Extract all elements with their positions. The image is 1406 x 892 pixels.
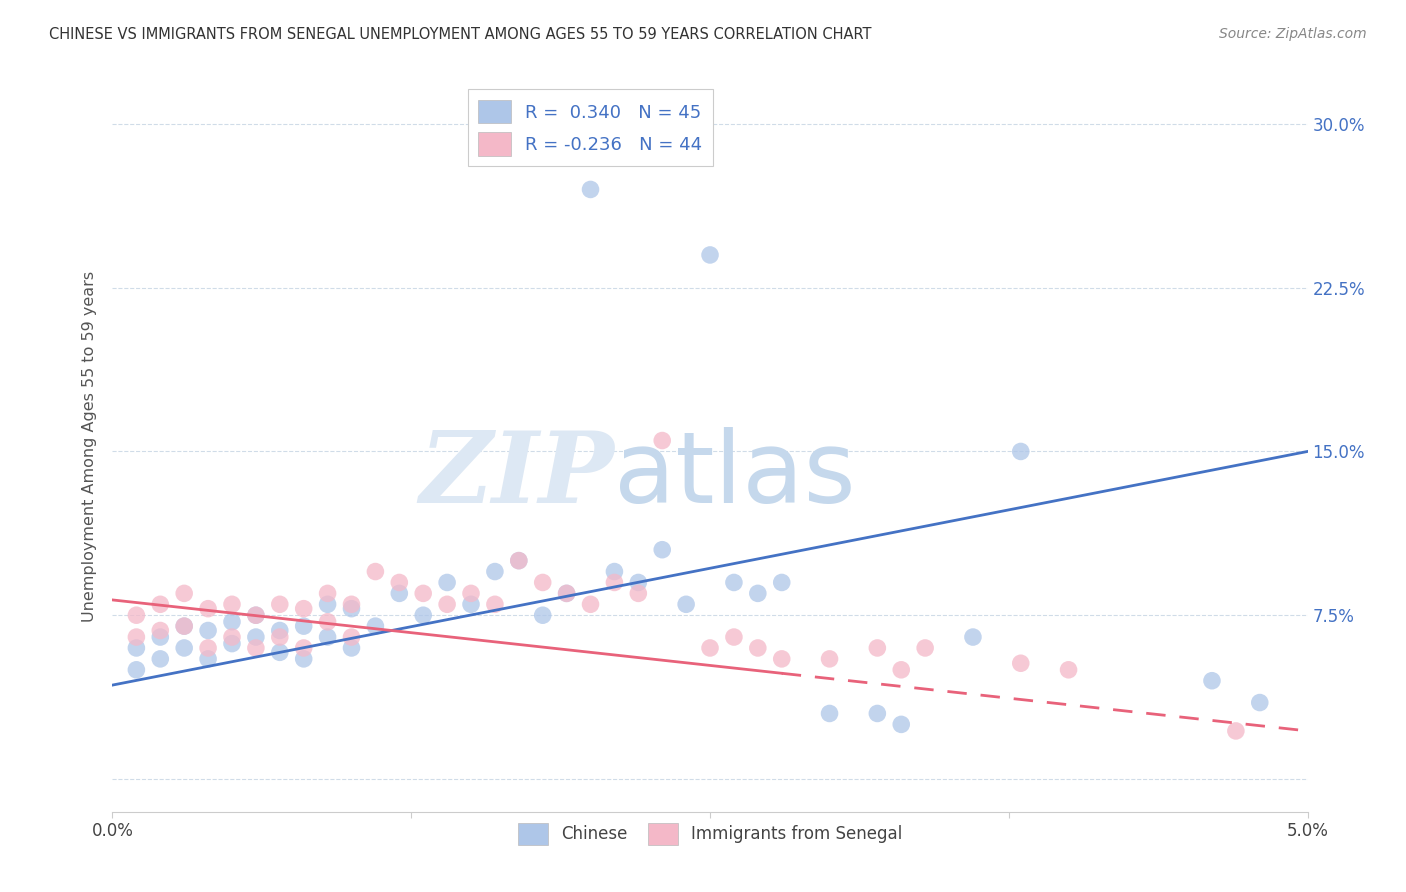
Point bbox=[866, 640, 889, 655]
Point bbox=[866, 706, 889, 721]
Point bbox=[316, 597, 339, 611]
Point bbox=[364, 565, 387, 579]
Point bbox=[579, 597, 602, 611]
Point bbox=[723, 575, 745, 590]
Point bbox=[699, 248, 721, 262]
Point bbox=[890, 717, 912, 731]
Point bbox=[484, 565, 506, 579]
Point bbox=[962, 630, 984, 644]
Point bbox=[436, 597, 458, 611]
Point bbox=[221, 615, 243, 629]
Point bbox=[412, 608, 434, 623]
Point bbox=[221, 637, 243, 651]
Point bbox=[460, 586, 482, 600]
Point bbox=[125, 608, 148, 623]
Point bbox=[125, 663, 148, 677]
Text: atlas: atlas bbox=[614, 426, 856, 524]
Point bbox=[770, 652, 793, 666]
Point bbox=[292, 640, 315, 655]
Point bbox=[173, 619, 195, 633]
Text: CHINESE VS IMMIGRANTS FROM SENEGAL UNEMPLOYMENT AMONG AGES 55 TO 59 YEARS CORREL: CHINESE VS IMMIGRANTS FROM SENEGAL UNEMP… bbox=[49, 27, 872, 42]
Point bbox=[890, 663, 912, 677]
Point bbox=[269, 624, 291, 638]
Point bbox=[149, 630, 172, 644]
Text: ZIP: ZIP bbox=[419, 427, 614, 524]
Point bbox=[651, 434, 673, 448]
Point bbox=[245, 640, 267, 655]
Point bbox=[1249, 696, 1271, 710]
Point bbox=[1201, 673, 1223, 688]
Point bbox=[316, 615, 339, 629]
Point bbox=[723, 630, 745, 644]
Point bbox=[197, 624, 219, 638]
Point bbox=[221, 597, 243, 611]
Point bbox=[340, 601, 363, 615]
Point bbox=[770, 575, 793, 590]
Point bbox=[292, 601, 315, 615]
Point bbox=[245, 608, 267, 623]
Point bbox=[1057, 663, 1080, 677]
Point bbox=[627, 575, 650, 590]
Point bbox=[484, 597, 506, 611]
Point bbox=[531, 608, 554, 623]
Point bbox=[173, 619, 195, 633]
Point bbox=[1225, 723, 1247, 738]
Point bbox=[245, 608, 267, 623]
Point bbox=[579, 182, 602, 196]
Point bbox=[221, 630, 243, 644]
Point bbox=[316, 630, 339, 644]
Point bbox=[388, 586, 411, 600]
Text: Source: ZipAtlas.com: Source: ZipAtlas.com bbox=[1219, 27, 1367, 41]
Point bbox=[1010, 444, 1032, 458]
Point bbox=[125, 630, 148, 644]
Point bbox=[555, 586, 578, 600]
Point bbox=[603, 575, 626, 590]
Point bbox=[508, 554, 530, 568]
Point bbox=[436, 575, 458, 590]
Point bbox=[292, 619, 315, 633]
Point bbox=[627, 586, 650, 600]
Point bbox=[245, 630, 267, 644]
Point bbox=[818, 706, 841, 721]
Point bbox=[340, 597, 363, 611]
Point bbox=[149, 624, 172, 638]
Point bbox=[747, 586, 769, 600]
Point bbox=[269, 630, 291, 644]
Point bbox=[675, 597, 697, 611]
Point bbox=[508, 554, 530, 568]
Point bbox=[651, 542, 673, 557]
Point bbox=[603, 565, 626, 579]
Legend: Chinese, Immigrants from Senegal: Chinese, Immigrants from Senegal bbox=[508, 814, 912, 855]
Point bbox=[555, 586, 578, 600]
Point bbox=[699, 640, 721, 655]
Point bbox=[269, 645, 291, 659]
Point bbox=[197, 640, 219, 655]
Y-axis label: Unemployment Among Ages 55 to 59 years: Unemployment Among Ages 55 to 59 years bbox=[82, 270, 97, 622]
Point bbox=[197, 601, 219, 615]
Point bbox=[1010, 657, 1032, 671]
Point bbox=[818, 652, 841, 666]
Point bbox=[149, 652, 172, 666]
Point bbox=[316, 586, 339, 600]
Point bbox=[173, 586, 195, 600]
Point bbox=[340, 640, 363, 655]
Point bbox=[269, 597, 291, 611]
Point bbox=[125, 640, 148, 655]
Point bbox=[364, 619, 387, 633]
Point bbox=[747, 640, 769, 655]
Point bbox=[412, 586, 434, 600]
Point bbox=[914, 640, 936, 655]
Point bbox=[197, 652, 219, 666]
Point bbox=[149, 597, 172, 611]
Point bbox=[388, 575, 411, 590]
Point bbox=[340, 630, 363, 644]
Point bbox=[531, 575, 554, 590]
Point bbox=[460, 597, 482, 611]
Point bbox=[173, 640, 195, 655]
Point bbox=[292, 652, 315, 666]
